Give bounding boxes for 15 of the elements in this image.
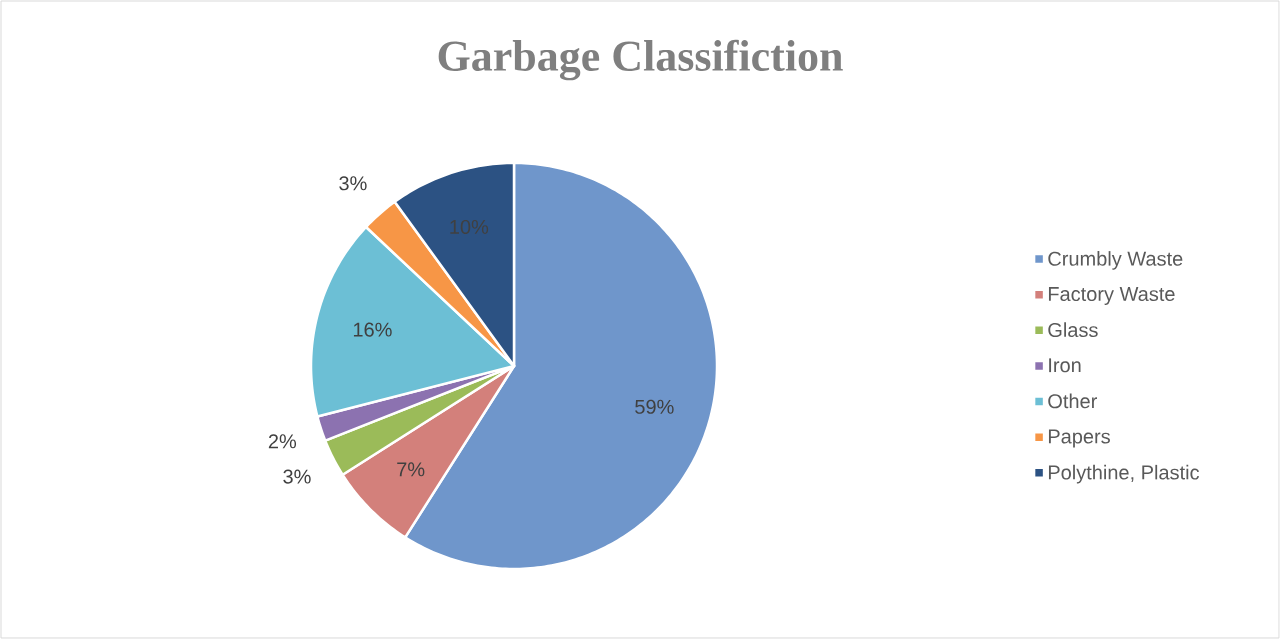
data-label: 3% xyxy=(339,176,367,191)
legend-label: Iron xyxy=(1049,358,1081,373)
data-label: 10% xyxy=(450,219,489,235)
data-label: 59% xyxy=(635,399,674,414)
legend-label: Other xyxy=(1048,393,1097,409)
legend-label: Crumbly Waste xyxy=(1048,251,1183,270)
legend-label: Papers xyxy=(1048,429,1110,448)
chart-title: Garbage Classifiction xyxy=(438,39,843,81)
legend-label: Polythine, Plastic xyxy=(1048,464,1200,484)
data-label: 3% xyxy=(283,469,311,484)
data-label: 7% xyxy=(397,462,425,477)
legend-label: Factory Waste xyxy=(1048,287,1175,306)
data-label: 2% xyxy=(268,434,297,449)
legend-label: Glass xyxy=(1048,322,1098,338)
data-label: 16% xyxy=(353,322,392,337)
